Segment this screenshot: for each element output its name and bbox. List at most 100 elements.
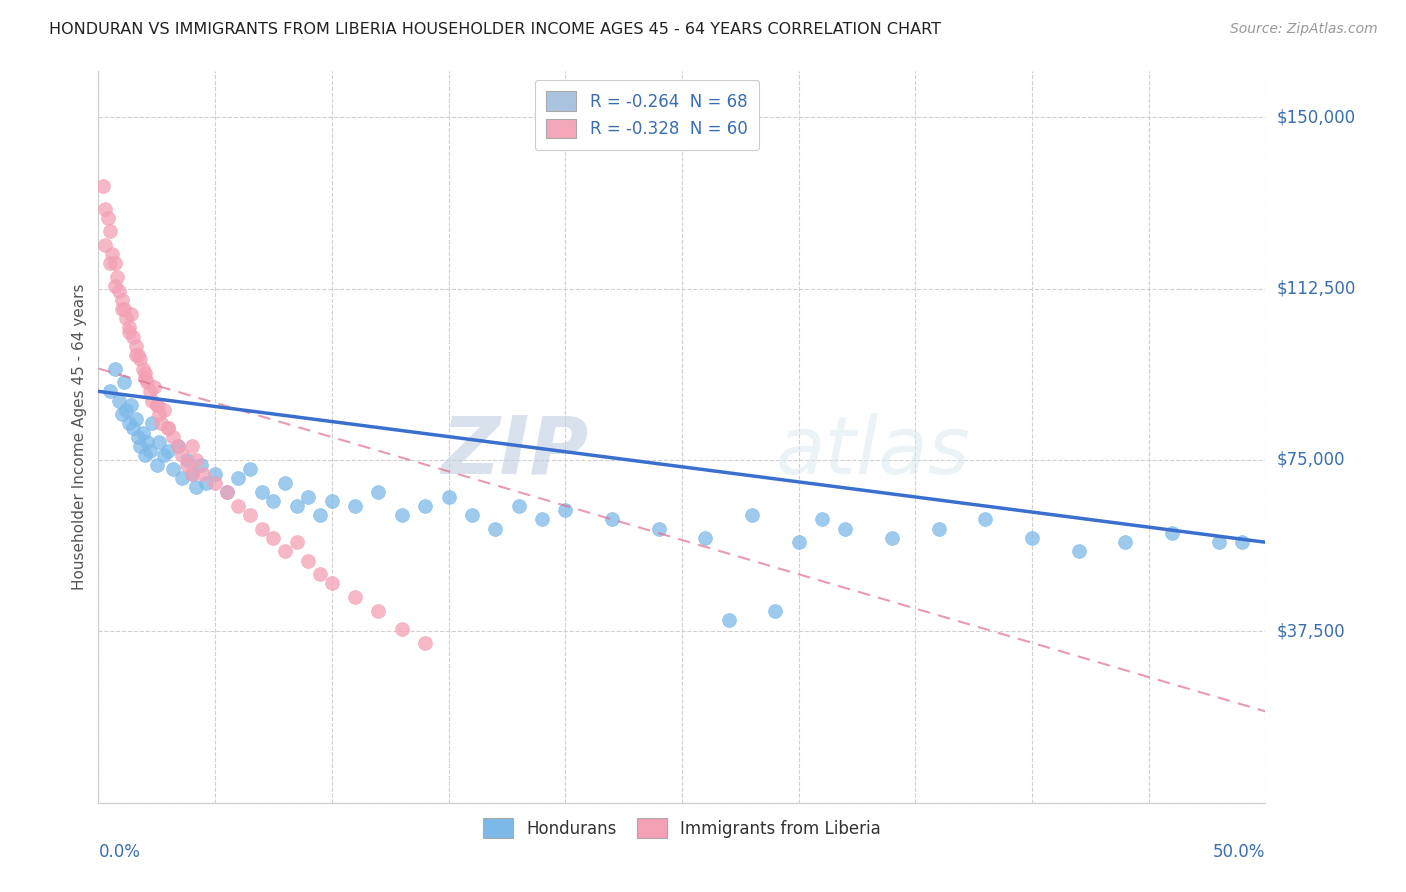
Text: $37,500: $37,500	[1277, 623, 1346, 640]
Point	[285, 535, 308, 549]
Point	[180, 467, 202, 481]
Point	[262, 494, 284, 508]
Point	[94, 238, 117, 252]
Point	[647, 521, 669, 535]
Point	[190, 458, 212, 472]
Point	[437, 490, 460, 504]
Point	[367, 604, 389, 618]
Point	[600, 512, 623, 526]
Point	[204, 467, 226, 481]
Point	[148, 434, 170, 449]
Point	[309, 508, 332, 522]
Point	[136, 434, 159, 449]
Point	[108, 284, 131, 298]
Point	[763, 604, 786, 618]
Point	[146, 398, 169, 412]
Text: atlas: atlas	[775, 413, 970, 491]
Point	[166, 439, 188, 453]
Point	[134, 366, 156, 380]
Point	[344, 499, 367, 513]
Point	[143, 380, 166, 394]
Point	[239, 462, 262, 476]
Point	[554, 503, 576, 517]
Point	[127, 430, 149, 444]
Point	[152, 448, 174, 462]
Text: 50.0%: 50.0%	[1213, 843, 1265, 861]
Point	[695, 531, 717, 545]
Point	[172, 471, 194, 485]
Point	[250, 521, 273, 535]
Point	[162, 430, 184, 444]
Point	[157, 421, 180, 435]
Point	[150, 417, 173, 431]
Point	[111, 301, 134, 317]
Point	[132, 425, 155, 440]
Point	[111, 293, 134, 307]
Point	[274, 544, 297, 558]
Point	[94, 202, 117, 216]
Point	[104, 361, 127, 376]
Point	[176, 458, 198, 472]
Text: 0.0%: 0.0%	[98, 843, 141, 861]
Point	[186, 453, 208, 467]
Point	[118, 320, 141, 334]
Point	[239, 508, 262, 522]
Point	[297, 553, 319, 567]
Point	[104, 256, 127, 270]
Point	[125, 338, 148, 352]
Point	[974, 512, 997, 526]
Point	[787, 535, 810, 549]
Point	[115, 402, 138, 417]
Point	[880, 531, 903, 545]
Point	[118, 325, 141, 339]
Point	[1114, 535, 1136, 549]
Point	[132, 361, 155, 376]
Point	[98, 384, 121, 399]
Point	[194, 475, 217, 490]
Point	[186, 480, 208, 494]
Point	[122, 421, 145, 435]
Point	[104, 279, 127, 293]
Point	[1067, 544, 1090, 558]
Point	[1161, 526, 1184, 541]
Point	[413, 499, 436, 513]
Point	[321, 576, 343, 591]
Point	[274, 475, 297, 490]
Point	[391, 622, 413, 636]
Point	[321, 494, 343, 508]
Point	[125, 348, 148, 362]
Point	[508, 499, 530, 513]
Point	[98, 224, 121, 238]
Point	[215, 484, 238, 499]
Point	[112, 301, 135, 317]
Point	[136, 375, 159, 389]
Point	[530, 512, 553, 526]
Text: ZIP: ZIP	[441, 413, 589, 491]
Point	[120, 398, 142, 412]
Text: HONDURAN VS IMMIGRANTS FROM LIBERIA HOUSEHOLDER INCOME AGES 45 - 64 YEARS CORREL: HONDURAN VS IMMIGRANTS FROM LIBERIA HOUS…	[49, 22, 941, 37]
Point	[129, 439, 152, 453]
Point	[115, 311, 138, 326]
Point	[1230, 535, 1253, 549]
Point	[193, 467, 215, 481]
Point	[741, 508, 763, 522]
Text: $112,500: $112,500	[1277, 279, 1357, 298]
Point	[461, 508, 484, 522]
Point	[297, 490, 319, 504]
Point	[134, 448, 156, 462]
Legend: Hondurans, Immigrants from Liberia: Hondurans, Immigrants from Liberia	[471, 806, 893, 849]
Point	[139, 443, 162, 458]
Point	[1021, 531, 1043, 545]
Point	[141, 393, 163, 408]
Text: $150,000: $150,000	[1277, 108, 1357, 126]
Point	[91, 178, 114, 193]
Point	[98, 256, 121, 270]
Point	[1208, 535, 1230, 549]
Point	[112, 375, 135, 389]
Point	[717, 613, 740, 627]
Point	[148, 407, 170, 421]
Point	[172, 448, 194, 462]
Point	[134, 370, 156, 384]
Point	[413, 636, 436, 650]
Point	[125, 411, 148, 425]
